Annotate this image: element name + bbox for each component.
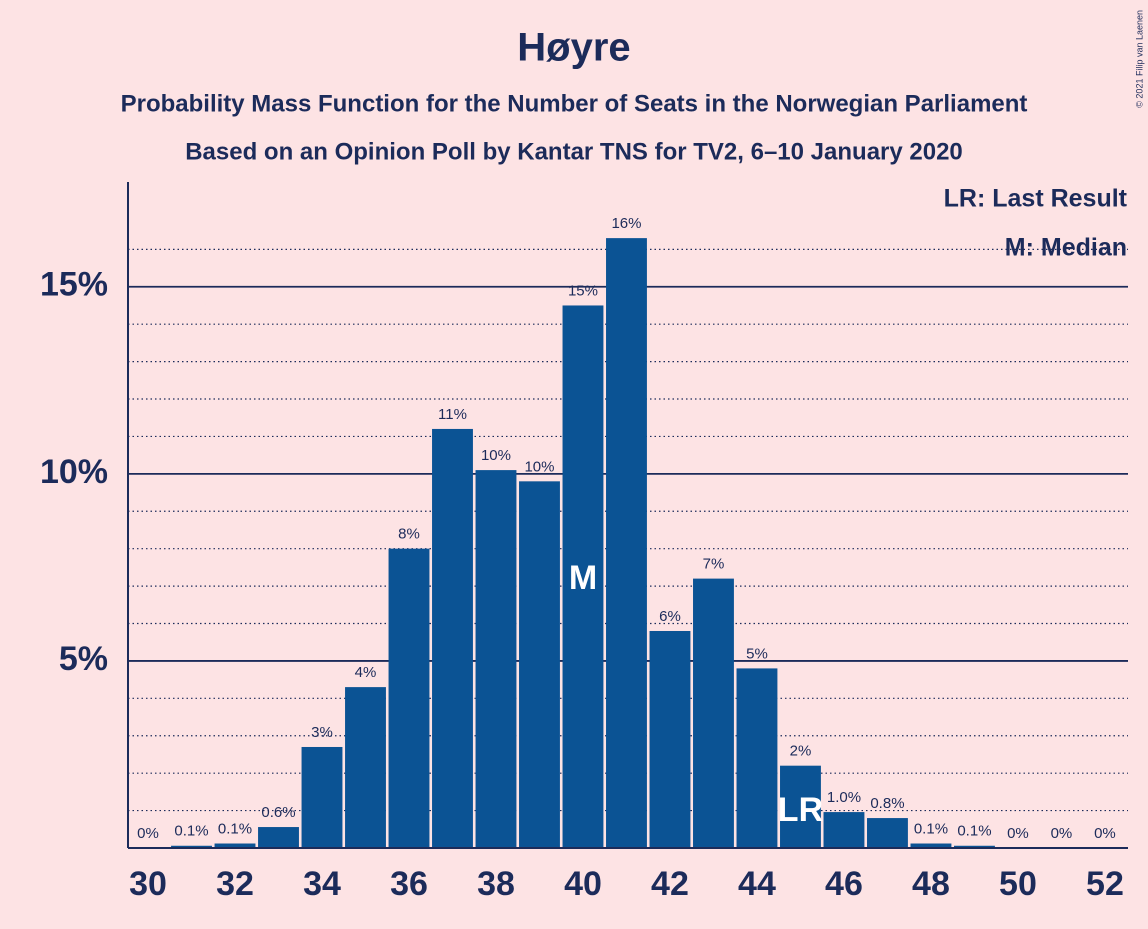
x-tick-label: 38: [477, 865, 515, 903]
bar: [562, 305, 604, 848]
bar: [519, 481, 560, 848]
bar-label: 0%: [1007, 825, 1029, 842]
last-result-marker: LR: [778, 791, 823, 829]
bar: [736, 668, 778, 848]
bar-label: 6%: [659, 608, 681, 625]
chart-title: Høyre: [517, 26, 630, 70]
bar: [823, 812, 865, 848]
bar-label: 0.1%: [914, 820, 948, 837]
x-tick-label: 40: [564, 865, 602, 903]
median-marker: M: [569, 559, 597, 597]
x-tick-label: 44: [738, 865, 776, 903]
chart-subtitle: Based on an Opinion Poll by Kantar TNS f…: [185, 138, 963, 165]
bar: [606, 238, 647, 848]
bar-label: 8%: [398, 526, 420, 543]
bar-label: 7%: [703, 556, 725, 573]
bar: [954, 845, 995, 848]
bar-label: 0.1%: [957, 823, 991, 840]
bar: [780, 765, 821, 848]
x-tick-label: 32: [216, 865, 254, 903]
legend-entry: M: Median: [1005, 234, 1127, 262]
bar-label: 10%: [481, 447, 511, 464]
x-tick-label: 52: [1086, 865, 1124, 903]
bar: [214, 843, 256, 848]
y-tick-label: 5%: [59, 640, 108, 678]
bar-label: 4%: [355, 664, 377, 681]
bar-label: 3%: [311, 724, 333, 741]
x-tick-label: 34: [303, 865, 341, 903]
y-tick-label: 10%: [40, 453, 108, 491]
bar: [475, 470, 517, 848]
bar: [388, 548, 430, 848]
x-tick-label: 42: [651, 865, 689, 903]
bar: [258, 827, 299, 848]
bar-label: 15%: [568, 282, 598, 299]
bar-label: 16%: [611, 215, 641, 232]
x-tick-label: 46: [825, 865, 863, 903]
bar: [867, 818, 908, 848]
bar-label: 0.1%: [174, 823, 208, 840]
bar-label: 1.0%: [827, 789, 861, 806]
bar-label: 5%: [746, 645, 768, 662]
bar: [432, 428, 473, 848]
bar-label: 0.6%: [261, 804, 295, 821]
bar: [910, 843, 952, 848]
bar-label: 11%: [438, 406, 467, 423]
bar-label: 2%: [790, 743, 812, 760]
bar-label: 0.1%: [218, 820, 252, 837]
bar: [693, 578, 734, 848]
bar: [301, 746, 343, 848]
bar-label: 10%: [524, 458, 554, 475]
bar: [171, 845, 212, 848]
bar-label: 0.8%: [870, 795, 904, 812]
y-tick-label: 15%: [40, 266, 108, 304]
x-tick-label: 30: [129, 865, 167, 903]
x-tick-label: 48: [912, 865, 950, 903]
legend-entry: LR: Last Result: [944, 185, 1128, 213]
bar: [649, 630, 691, 848]
x-tick-label: 50: [999, 865, 1037, 903]
chart-subtitle: Probability Mass Function for the Number…: [121, 90, 1028, 117]
x-tick-label: 36: [390, 865, 428, 903]
bar-label: 0%: [137, 825, 159, 842]
bar-label: 0%: [1094, 825, 1116, 842]
bar-label: 0%: [1051, 825, 1073, 842]
copyright: © 2021 Filip van Laenen: [1134, 10, 1144, 108]
bar: [345, 687, 386, 848]
